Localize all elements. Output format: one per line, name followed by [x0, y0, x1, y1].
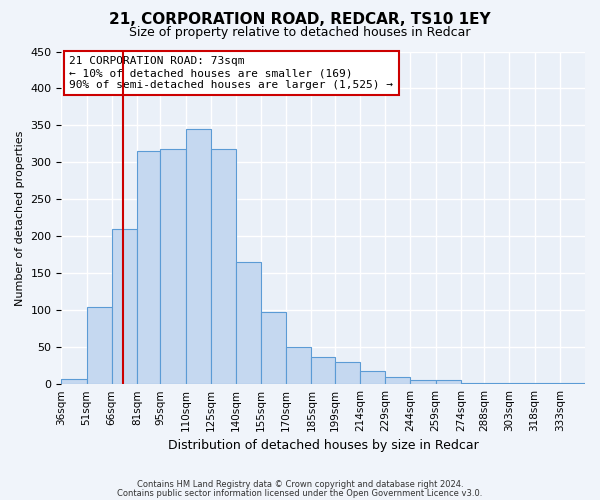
Bar: [112, 229, 137, 384]
X-axis label: Distribution of detached houses by size in Redcar: Distribution of detached houses by size …: [168, 440, 479, 452]
Text: Contains HM Land Registry data © Crown copyright and database right 2024.: Contains HM Land Registry data © Crown c…: [137, 480, 463, 489]
Text: Size of property relative to detached houses in Redcar: Size of property relative to detached ho…: [129, 26, 471, 39]
Bar: [236, 262, 261, 384]
Bar: [261, 312, 286, 384]
Bar: [211, 149, 236, 384]
Bar: [311, 357, 335, 384]
Bar: [185, 129, 211, 384]
Bar: [360, 371, 385, 384]
Bar: [286, 347, 311, 384]
Bar: [436, 380, 461, 384]
Y-axis label: Number of detached properties: Number of detached properties: [15, 130, 25, 306]
Bar: [137, 152, 160, 384]
Bar: [461, 382, 484, 384]
Bar: [410, 380, 436, 384]
Bar: [86, 306, 112, 384]
Bar: [560, 382, 585, 384]
Bar: [61, 379, 86, 384]
Text: 21 CORPORATION ROAD: 73sqm
← 10% of detached houses are smaller (169)
90% of sem: 21 CORPORATION ROAD: 73sqm ← 10% of deta…: [69, 56, 393, 90]
Bar: [160, 149, 185, 384]
Bar: [335, 362, 360, 384]
Text: Contains public sector information licensed under the Open Government Licence v3: Contains public sector information licen…: [118, 488, 482, 498]
Text: 21, CORPORATION ROAD, REDCAR, TS10 1EY: 21, CORPORATION ROAD, REDCAR, TS10 1EY: [109, 12, 491, 28]
Bar: [385, 377, 410, 384]
